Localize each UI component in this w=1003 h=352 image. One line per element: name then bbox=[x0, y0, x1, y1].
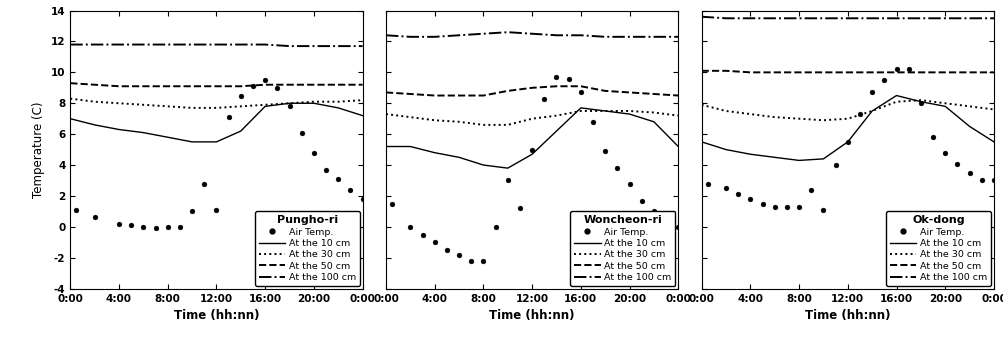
X-axis label: Time (hh:nn): Time (hh:nn) bbox=[488, 309, 575, 322]
X-axis label: Time (hh:nn): Time (hh:nn) bbox=[174, 309, 259, 322]
Legend: Air Temp., At the 10 cm, At the 30 cm, At the 50 cm, At the 100 cm: Air Temp., At the 10 cm, At the 30 cm, A… bbox=[570, 212, 675, 286]
Legend: Air Temp., At the 10 cm, At the 30 cm, At the 50 cm, At the 100 cm: Air Temp., At the 10 cm, At the 30 cm, A… bbox=[255, 212, 359, 286]
X-axis label: Time (hh:nn): Time (hh:nn) bbox=[804, 309, 890, 322]
Y-axis label: Temperature (C): Temperature (C) bbox=[32, 101, 45, 198]
Legend: Air Temp., At the 10 cm, At the 30 cm, At the 50 cm, At the 100 cm: Air Temp., At the 10 cm, At the 30 cm, A… bbox=[886, 212, 990, 286]
